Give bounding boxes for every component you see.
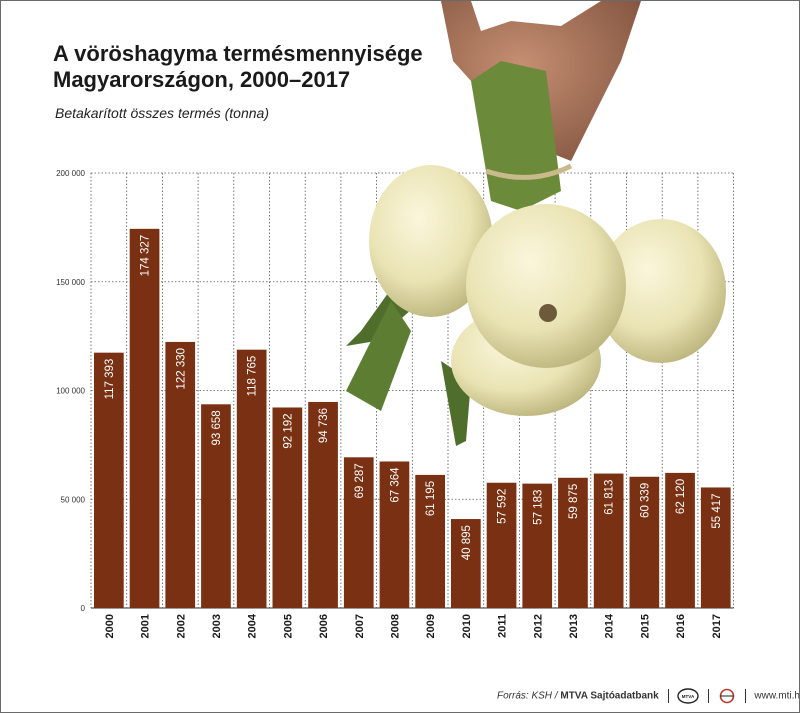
bar-value-label: 174 327 [140,235,152,277]
bar-value-label: 62 120 [675,479,687,514]
chart-title-line-1: A vöröshagyma termésmennyisége [53,41,423,66]
y-tick-label: 100 000 [56,387,85,396]
mtva-logo-icon: MTVA [677,688,699,704]
x-tick-label: 2012 [532,614,544,638]
onion-bulb-left [369,165,493,317]
bar [700,487,731,608]
chart-subtitle: Betakarított összes termés (tonna) [55,105,269,121]
onion-bulb-center [466,204,626,368]
footer-divider-3 [744,689,746,703]
x-tick-label: 2014 [604,613,616,638]
bar [522,483,553,608]
x-tick-label: 2002 [175,614,187,638]
bar-value-label: 117 393 [104,359,116,400]
bar [129,228,160,608]
onion-root-spot [539,304,557,322]
x-tick-label: 2001 [140,614,152,638]
x-tick-label: 2000 [104,614,116,638]
leaf-mid [346,301,411,411]
onion-stems [471,61,561,211]
bar-value-label: 122 330 [175,348,187,390]
bar-value-label: 69 287 [354,463,366,498]
y-tick-label: 150 000 [56,278,85,287]
x-tick-label: 2016 [675,614,687,638]
bar [201,404,231,608]
x-tick-label: 2011 [497,614,509,638]
x-tick-label: 2004 [247,613,259,638]
bar [451,519,481,608]
bar [272,407,303,608]
bar [415,474,445,608]
y-tick-label: 50 000 [61,495,86,504]
x-tick-label: 2006 [318,614,330,638]
y-tick-label: 0 [81,604,86,613]
bar-value-labels: 117 393 174 327 122 330 93 658 118 765 92 192… [104,235,723,560]
bar-value-label: 94 736 [318,408,330,443]
footer-divider-2 [708,689,710,703]
bar [308,401,338,608]
bar [629,476,660,608]
bar-value-label: 61 813 [604,480,616,515]
bar [486,482,517,608]
mti-logo-icon [719,688,735,704]
y-axis-ticks: 0 50 000 100 000 150 000 200 000 [56,169,85,613]
bar-value-label: 40 895 [461,525,473,560]
bar-value-label: 67 364 [389,467,401,503]
x-tick-label: 2013 [568,614,580,638]
x-tick-label: 2003 [211,614,223,638]
x-tick-label: 2009 [425,614,437,638]
bar [558,477,588,608]
bar-value-label: 60 339 [639,483,651,518]
bar [379,461,410,608]
bar-value-label: 93 658 [211,410,223,445]
chart-title: A vöröshagyma termésmennyisége Magyarors… [53,41,423,93]
bars [94,228,731,608]
x-tick-label: 2007 [354,614,366,638]
bar [593,473,624,608]
logo-text: MTVA [682,694,695,699]
website-link[interactable]: www.mti.hu [754,690,800,702]
x-tick-label: 2010 [461,614,473,638]
footer: Forrás: KSH / MTVA Sajtóadatbank MTVA ww… [497,688,800,704]
bar [165,341,196,608]
onion-bulb-right [596,219,726,363]
x-tick-label: 2008 [389,614,401,638]
x-tick-label: 2015 [639,614,651,638]
bar-value-label: 92 192 [282,413,294,448]
onion-illustration [346,1,726,446]
bar-value-label: 57 592 [497,489,509,524]
bar-value-label: 57 183 [532,490,544,525]
bar-value-label: 59 875 [568,484,580,519]
twine [485,163,573,180]
bar-value-label: 118 765 [247,356,259,397]
chart-title-line-2: Magyarországon, 2000–2017 [53,67,351,92]
bar [343,457,374,608]
x-axis-labels: 2000 2001 2002 2003 2004 2005 2006 2007 2008 2009… [104,613,723,638]
y-tick-label: 200 000 [56,169,85,178]
bar [665,472,695,608]
bar-value-label: 55 417 [711,493,723,528]
footer-divider [667,689,669,703]
x-tick-label: 2017 [711,614,723,638]
bar [236,349,267,608]
source-prefix: Forrás: KSH / [497,690,561,702]
x-tick-label: 2005 [282,614,294,638]
source-org: MTVA Sajtóadatbank [560,690,659,702]
bar [94,352,124,608]
bar-value-label: 61 195 [425,481,437,516]
